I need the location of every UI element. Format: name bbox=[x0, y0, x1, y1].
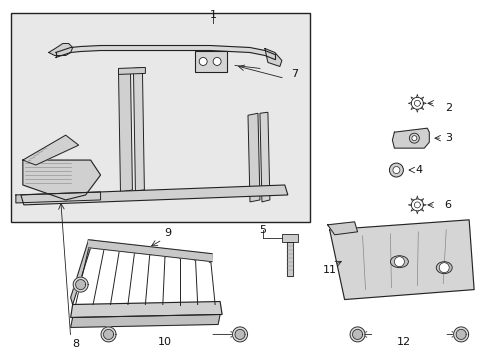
Polygon shape bbox=[76, 280, 85, 289]
Polygon shape bbox=[352, 329, 362, 339]
Circle shape bbox=[388, 163, 403, 177]
Polygon shape bbox=[118, 67, 145, 75]
Text: 8: 8 bbox=[72, 339, 79, 349]
Circle shape bbox=[411, 136, 416, 141]
Text: 4: 4 bbox=[415, 165, 422, 175]
Polygon shape bbox=[16, 192, 101, 203]
Bar bbox=[11, 13, 309, 222]
Polygon shape bbox=[49, 44, 73, 55]
Text: 6: 6 bbox=[444, 200, 451, 210]
Polygon shape bbox=[286, 242, 292, 276]
Circle shape bbox=[438, 263, 448, 273]
Bar bbox=[195, 50, 226, 72]
Text: 11: 11 bbox=[322, 265, 336, 275]
Polygon shape bbox=[71, 315, 220, 328]
Polygon shape bbox=[88, 240, 212, 262]
Polygon shape bbox=[71, 240, 90, 305]
Text: 1: 1 bbox=[209, 10, 216, 20]
Polygon shape bbox=[260, 112, 269, 202]
Polygon shape bbox=[232, 327, 247, 342]
Text: 5: 5 bbox=[259, 225, 266, 235]
Polygon shape bbox=[349, 327, 364, 342]
Polygon shape bbox=[329, 220, 473, 300]
Text: 12: 12 bbox=[397, 337, 410, 347]
Polygon shape bbox=[73, 277, 88, 292]
Ellipse shape bbox=[435, 262, 451, 274]
Polygon shape bbox=[264, 49, 281, 67]
Circle shape bbox=[394, 257, 404, 267]
Polygon shape bbox=[71, 302, 222, 318]
Polygon shape bbox=[103, 329, 113, 339]
Polygon shape bbox=[118, 68, 132, 192]
Polygon shape bbox=[392, 128, 428, 148]
Polygon shape bbox=[247, 113, 260, 202]
Text: 3: 3 bbox=[444, 133, 451, 143]
Polygon shape bbox=[455, 329, 465, 339]
Polygon shape bbox=[327, 222, 357, 235]
Polygon shape bbox=[281, 234, 297, 242]
Polygon shape bbox=[133, 67, 144, 191]
Circle shape bbox=[408, 133, 419, 143]
Ellipse shape bbox=[389, 256, 407, 268]
Text: 2: 2 bbox=[444, 103, 451, 113]
Polygon shape bbox=[453, 327, 468, 342]
Polygon shape bbox=[23, 160, 101, 200]
Text: 7: 7 bbox=[291, 69, 298, 80]
Text: 10: 10 bbox=[158, 337, 172, 347]
Polygon shape bbox=[56, 45, 274, 59]
Polygon shape bbox=[21, 185, 287, 205]
Text: 9: 9 bbox=[164, 228, 171, 238]
Polygon shape bbox=[101, 327, 116, 342]
Circle shape bbox=[213, 58, 221, 66]
Circle shape bbox=[392, 167, 399, 174]
Circle shape bbox=[199, 58, 207, 66]
Polygon shape bbox=[23, 135, 79, 165]
Polygon shape bbox=[235, 329, 244, 339]
